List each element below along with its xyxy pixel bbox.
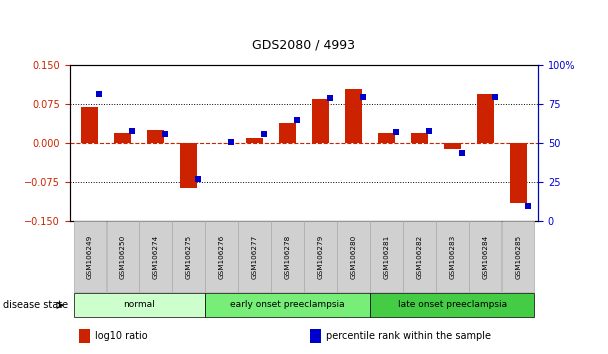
Text: percentile rank within the sample: percentile rank within the sample [326, 331, 491, 341]
Text: GSM106276: GSM106276 [219, 235, 224, 279]
Text: normal: normal [123, 300, 155, 309]
Text: GSM106281: GSM106281 [384, 235, 389, 279]
Bar [313, 99, 329, 143]
Bar [345, 89, 362, 143]
Bar [147, 130, 164, 143]
Text: GSM106277: GSM106277 [252, 235, 258, 279]
Text: log10 ratio: log10 ratio [95, 331, 148, 341]
Text: GDS2080 / 4993: GDS2080 / 4993 [252, 38, 356, 51]
Bar [444, 143, 461, 149]
Text: late onset preeclampsia: late onset preeclampsia [398, 300, 507, 309]
Bar [206, 293, 370, 317]
Text: GSM106250: GSM106250 [120, 235, 126, 279]
Text: GSM106249: GSM106249 [87, 235, 92, 279]
Bar [436, 221, 469, 292]
Text: GSM106278: GSM106278 [285, 235, 291, 279]
Text: GSM106275: GSM106275 [185, 235, 192, 279]
Bar [411, 133, 427, 143]
Bar [477, 94, 494, 143]
Bar [114, 133, 131, 143]
Text: GSM106279: GSM106279 [317, 235, 323, 279]
Bar [139, 221, 172, 292]
Text: disease state: disease state [3, 300, 68, 310]
Bar [246, 138, 263, 143]
Bar [469, 221, 502, 292]
Text: GSM106284: GSM106284 [482, 235, 488, 279]
Text: GSM106280: GSM106280 [350, 235, 356, 279]
Bar [370, 221, 402, 292]
Bar [173, 221, 205, 292]
Bar [378, 133, 395, 143]
Bar [403, 221, 435, 292]
Bar [74, 293, 205, 317]
Bar [238, 221, 271, 292]
Bar [206, 221, 238, 292]
Bar [74, 221, 106, 292]
Text: GSM106282: GSM106282 [416, 235, 423, 279]
Bar [181, 143, 197, 188]
Text: early onset preeclampsia: early onset preeclampsia [230, 300, 345, 309]
Bar [510, 143, 527, 203]
Bar [271, 221, 303, 292]
Text: GSM106285: GSM106285 [516, 235, 521, 279]
Bar [305, 221, 337, 292]
Bar [502, 221, 534, 292]
Bar [370, 293, 534, 317]
Bar [106, 221, 139, 292]
Bar [81, 107, 98, 143]
Text: GSM106283: GSM106283 [449, 235, 455, 279]
Bar [337, 221, 370, 292]
Text: GSM106274: GSM106274 [153, 235, 159, 279]
Bar [279, 122, 295, 143]
